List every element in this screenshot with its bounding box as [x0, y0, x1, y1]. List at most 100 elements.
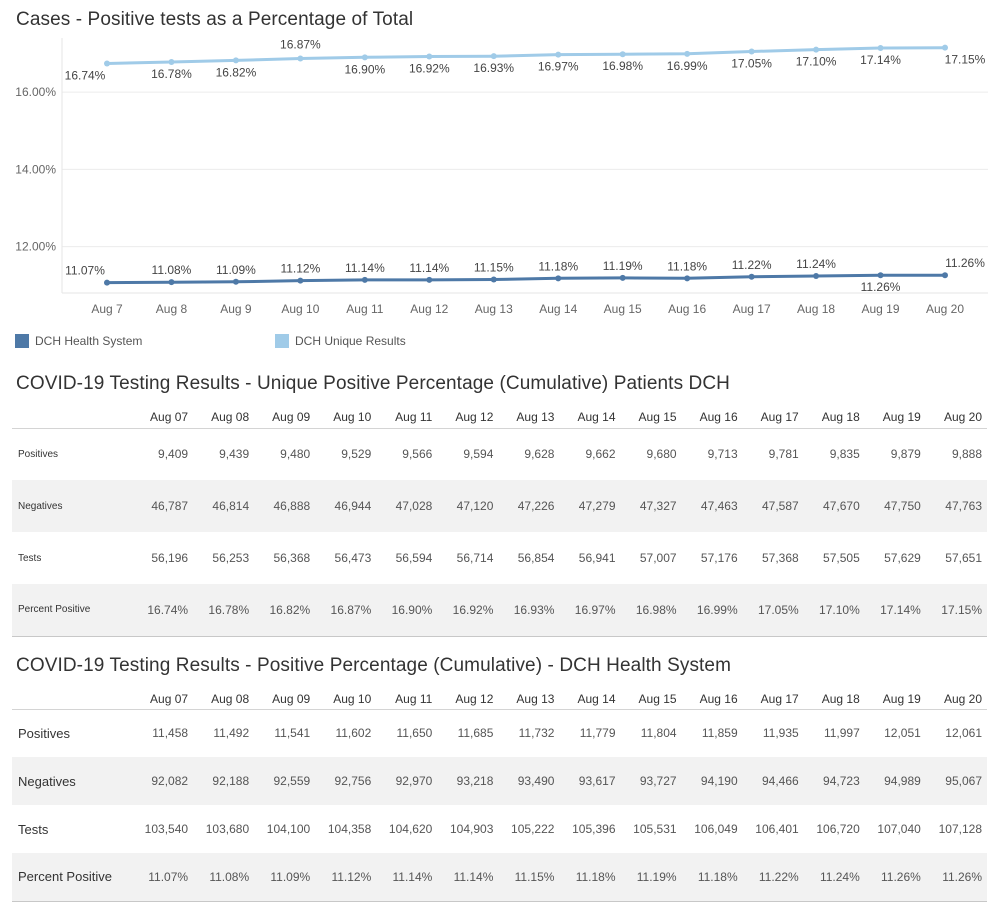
data-point: [748, 273, 755, 280]
x-tick-label: Aug 20: [926, 302, 964, 316]
table-cell: 9,566: [402, 447, 433, 462]
table-cell: 57,368: [761, 551, 799, 565]
table-cell: 106,049: [694, 822, 738, 836]
data-label: 11.14%: [345, 261, 385, 275]
column-header: Aug 12: [437, 406, 499, 429]
column-header: Aug 20: [925, 406, 987, 429]
table-unique-positive: Aug 07 Aug 08 Aug 09 Aug 10 Aug 11 Aug 12 Aug …: [12, 406, 987, 637]
data-point: [168, 279, 175, 286]
header-corner: [12, 689, 132, 710]
table-cell: 105,396: [572, 822, 616, 836]
column-header: Aug 07: [132, 689, 194, 710]
column-header: Aug 14: [559, 689, 621, 710]
data-point: [619, 51, 626, 58]
column-header: Aug 10: [315, 689, 377, 710]
table-cell: 92,188: [193, 757, 255, 805]
table-cell: 17.05%: [742, 584, 804, 637]
data-point: [684, 50, 691, 57]
table-cell: 9,888: [951, 447, 982, 462]
data-point: [942, 272, 948, 279]
x-tick-label: Aug 17: [733, 302, 771, 316]
x-tick-label: Aug 19: [862, 302, 900, 316]
table-cell: 11.22%: [742, 853, 804, 902]
table-cell: 57,176: [700, 551, 738, 565]
table-cell: 16.87%: [315, 584, 377, 637]
data-point: [490, 53, 497, 60]
data-point: [232, 57, 239, 64]
table-cell: 11,779: [579, 726, 616, 741]
table-cell: 9,628: [524, 447, 555, 462]
column-header: Aug 07: [132, 406, 194, 429]
table-system-title: COVID-19 Testing Results - Positive Perc…: [16, 655, 732, 676]
legend-item-dch-unique-results[interactable]: DCH Unique Results: [275, 334, 406, 348]
table-row: Negatives 92,082 92,188 92,559 92,756 92,970 9…: [12, 757, 987, 805]
data-label: 11.08%: [152, 263, 192, 277]
series-line: [105, 273, 947, 285]
column-header: Aug 17: [742, 689, 804, 710]
data-point: [748, 48, 755, 55]
table-cell: 16.99%: [681, 584, 743, 637]
table-cell: 47,279: [559, 480, 621, 532]
x-tick-label: Aug 12: [410, 302, 448, 316]
table-cell: 47,587: [742, 480, 804, 532]
table-cell: 12,061: [945, 726, 982, 741]
column-header: Aug 08: [193, 689, 255, 710]
data-label: 11.09%: [216, 263, 256, 277]
table-row: Percent Positive 16.74% 16.78% 16.82% 16.87%…: [12, 584, 987, 637]
table-cell: 56,714: [456, 551, 494, 565]
x-tick-label: Aug 9: [220, 302, 252, 316]
data-label: 11.26%: [861, 280, 901, 294]
legend-item-dch-health-system[interactable]: DCH Health System: [15, 334, 142, 348]
table-cell: 16.98%: [620, 584, 682, 637]
data-point: [232, 278, 239, 285]
table-cell: 16.93%: [498, 584, 560, 637]
legend-swatch: [275, 334, 289, 348]
table-cell: 11,602: [335, 726, 372, 741]
table-cell: 9,879: [890, 447, 921, 462]
table-cell: 56,253: [212, 551, 250, 565]
table-cell: 9,439: [219, 447, 250, 462]
row-label: Percent Positive: [12, 584, 132, 637]
data-point: [877, 272, 884, 279]
table-cell: 16.74%: [132, 584, 194, 637]
data-label: 17.15%: [945, 53, 986, 67]
table-row: Tests 56,196 56,253 56,368 56,473 56,594 56,71…: [12, 532, 987, 584]
table-row: Positives 9,409 9,439 9,480 9,529 9,566 9,594 9…: [12, 428, 987, 480]
table-cell: 11,458: [152, 726, 189, 741]
legend-label: DCH Unique Results: [295, 334, 406, 348]
data-point: [555, 275, 562, 282]
data-label: 11.26%: [945, 256, 985, 270]
data-label: 16.97%: [538, 60, 579, 74]
table-cell: 93,490: [498, 757, 560, 805]
table-cell: 11,685: [457, 726, 494, 741]
table-cell: 92,756: [315, 757, 377, 805]
data-point: [361, 54, 368, 61]
data-point: [942, 44, 948, 51]
table-cell: 57,651: [945, 551, 982, 565]
chart-legend: DCH Health System DCH Unique Results: [0, 334, 500, 350]
column-header: Aug 13: [498, 689, 560, 710]
row-label: Positives: [18, 725, 71, 741]
data-point: [426, 53, 433, 60]
table-cell: 56,473: [334, 551, 372, 565]
column-header: Aug 10: [315, 406, 377, 429]
data-label: 16.99%: [667, 59, 708, 73]
table-cell: 11,650: [396, 726, 433, 741]
table-cell: 47,028: [376, 480, 438, 532]
table-cell: 9,529: [341, 447, 372, 462]
table-cell: 11.08%: [193, 853, 255, 902]
data-point: [813, 273, 820, 279]
table-cell: 11.14%: [437, 853, 499, 902]
data-label: 11.19%: [603, 259, 643, 273]
table-cell: 16.78%: [193, 584, 255, 637]
column-header: Aug 18: [803, 406, 865, 429]
table-cell: 11.26%: [925, 853, 987, 902]
table-cell: 11.18%: [559, 853, 621, 902]
data-label: 11.07%: [65, 264, 105, 278]
data-label: 17.10%: [796, 55, 837, 69]
data-point: [297, 55, 304, 62]
row-label: Positives: [18, 448, 59, 460]
table-cell: 104,620: [388, 822, 433, 836]
table-cell: 47,750: [864, 480, 926, 532]
table-cell: 103,680: [205, 822, 250, 836]
